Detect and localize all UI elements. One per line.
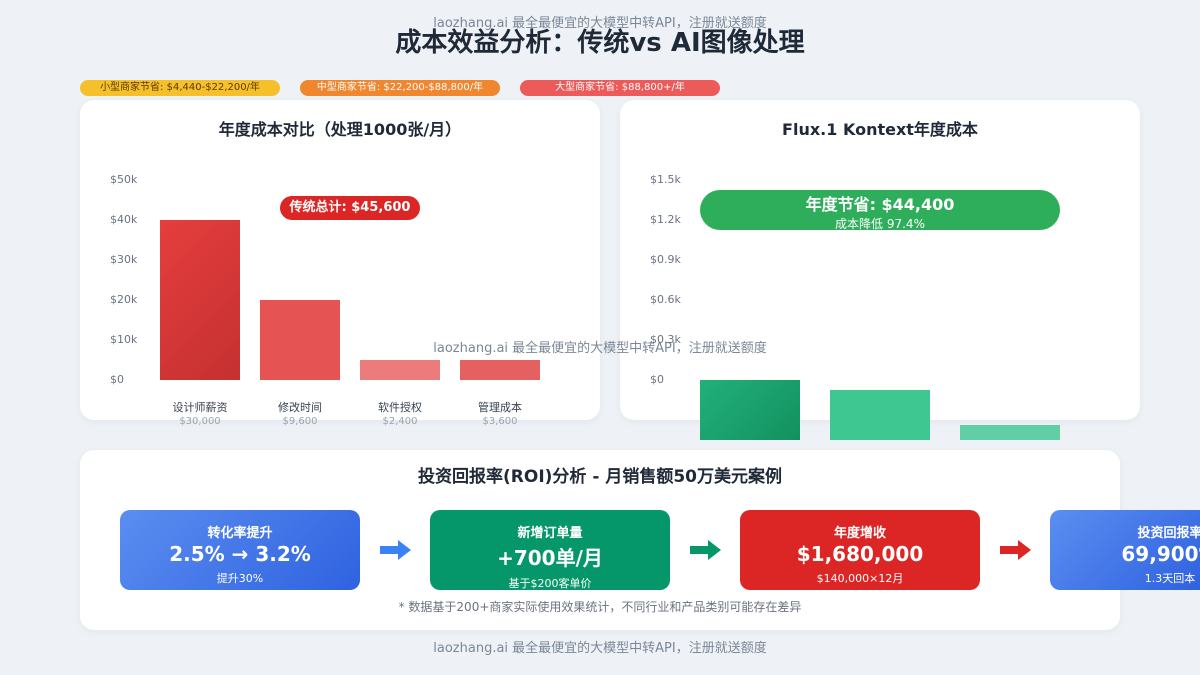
large-business-badge: 大型商家节省: $88,800+/年	[520, 80, 720, 96]
y-tick-label: $30k	[110, 253, 138, 266]
category-value-label: $3,600	[482, 416, 518, 427]
roi-step-label: 年度增收	[833, 526, 886, 541]
watermark-bottom: laozhang.ai 最全最便宜的大模型中转API，注册就送额度	[433, 641, 767, 656]
small-business-badge: 小型商家节省: $4,440-$22,200/年	[80, 80, 280, 96]
medium-business-badge: 中型商家节省: $22,200-$88,800/年	[300, 80, 500, 96]
y-tick-label: $1.5k	[650, 173, 681, 186]
roi-step-sub: $140,000×12月	[816, 572, 904, 585]
traditional-total-pill: 传统总计: $45,600	[280, 196, 420, 220]
y-tick-label: $10k	[110, 333, 138, 346]
bar	[960, 425, 1060, 440]
arrow-right-icon	[1000, 540, 1031, 560]
category-label: 管理成本	[478, 401, 522, 414]
category-value-label: $9,600	[282, 416, 318, 427]
roi-step-label: 转化率提升	[207, 526, 273, 541]
annual-savings-pill: 年度节省: $44,400 成本降低 97.4%	[700, 190, 1060, 231]
ai-chart-title: Flux.1 Kontext年度成本	[782, 120, 978, 139]
roi-step-return: 投资回报率 69,900% 1.3天回本	[1050, 510, 1200, 590]
roi-step-sub: 基于$200客单价	[508, 577, 592, 590]
roi-step-sub: 提升30%	[216, 572, 264, 585]
category-label: 软件授权	[378, 401, 422, 414]
bar	[160, 220, 240, 380]
category-value-label: $30,000	[179, 416, 221, 427]
roi-step-orders: 新增订单量 +700单/月 基于$200客单价	[430, 510, 670, 590]
category-value-label: $2,400	[382, 416, 418, 427]
bar	[460, 360, 540, 380]
bar	[700, 380, 800, 440]
roi-step-value: 69,900%	[1121, 542, 1200, 566]
roi-step-label: 投资回报率	[1137, 526, 1200, 541]
y-tick-label: $20k	[110, 293, 138, 306]
cost-reduction-label: 成本降低 97.4%	[835, 217, 925, 231]
traditional-chart-title: 年度成本对比（处理1000张/月）	[218, 120, 462, 139]
y-tick-label: $1.2k	[650, 213, 681, 226]
y-tick-label: $0.6k	[650, 293, 681, 306]
roi-step-label: 新增订单量	[517, 526, 583, 541]
page-title: 成本效益分析：传统vs AI图像处理	[395, 28, 805, 58]
annual-savings-value: 年度节省: $44,400	[805, 195, 955, 214]
category-label: 设计师薪资	[172, 401, 228, 414]
y-tick-label: $40k	[110, 213, 138, 226]
y-tick-label: $50k	[110, 173, 138, 186]
category-label: 修改时间	[278, 401, 322, 414]
bar	[360, 360, 440, 380]
arrow-right-icon	[690, 540, 721, 560]
y-tick-label: $0.3k	[650, 333, 681, 346]
y-tick-label: $0	[110, 373, 124, 386]
roi-step-value: $1,680,000	[796, 542, 924, 566]
watermark-middle: laozhang.ai 最全最便宜的大模型中转API，注册就送额度	[433, 341, 767, 356]
roi-footnote: * 数据基于200+商家实际使用效果统计，不同行业和产品类别可能存在差异	[398, 600, 802, 614]
bar	[830, 390, 930, 440]
roi-step-value: +700单/月	[497, 546, 603, 570]
y-tick-label: $0.9k	[650, 253, 681, 266]
bar	[260, 300, 340, 380]
roi-step-sub: 1.3天回本	[1144, 572, 1196, 585]
roi-title: 投资回报率(ROI)分析 - 月销售额50万美元案例	[418, 467, 782, 487]
roi-step-value: 2.5% → 3.2%	[169, 542, 311, 566]
ai-cost-card: Flux.1 Kontext年度成本	[620, 100, 1140, 420]
roi-step-revenue: 年度增收 $1,680,000 $140,000×12月	[740, 510, 980, 590]
roi-step-conversion: 转化率提升 2.5% → 3.2% 提升30%	[120, 510, 360, 590]
watermark-top: laozhang.ai 最全最便宜的大模型中转API，注册就送额度	[433, 16, 767, 31]
arrow-right-icon	[380, 540, 411, 560]
y-tick-label: $0	[650, 373, 664, 386]
